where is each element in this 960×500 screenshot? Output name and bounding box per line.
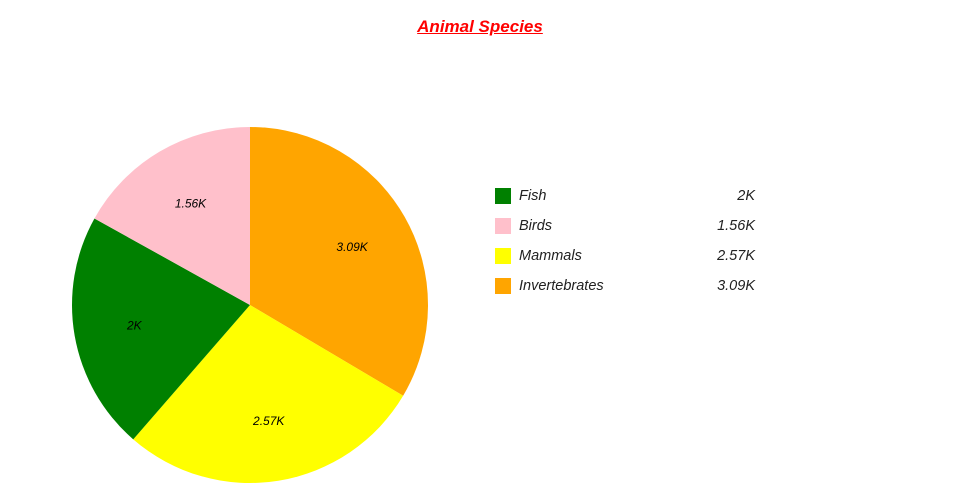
pie-slice-invertebrates[interactable] (250, 127, 429, 396)
legend-label: Invertebrates (519, 278, 604, 294)
legend-swatch-fish (495, 188, 511, 204)
legend-value: 2.57K (717, 248, 755, 264)
slice-value-label-birds: 1.56K (175, 197, 207, 211)
legend-swatch-invertebrates (495, 278, 511, 294)
legend-item-invertebrates[interactable]: Invertebrates 3.09K (495, 271, 755, 301)
pie-slice-fish[interactable] (72, 218, 250, 440)
legend-label: Mammals (519, 248, 582, 264)
slice-value-label-mammals: 2.57K (252, 414, 285, 428)
pie-slice-birds[interactable] (94, 126, 250, 305)
legend-label: Birds (519, 218, 553, 234)
slice-value-label-invertebrates: 3.09K (336, 240, 368, 254)
chart-legend: Fish 2K Birds 1.56K Mammals 2.57K Invert… (495, 181, 755, 301)
pie-slice-mammals[interactable] (133, 305, 404, 483)
legend-value: 2K (737, 188, 755, 204)
legend-value: 3.09K (717, 278, 755, 294)
slice-value-label-fish: 2K (126, 318, 143, 332)
legend-swatch-mammals (495, 248, 511, 264)
legend-item-fish[interactable]: Fish 2K (495, 181, 755, 211)
legend-label: Fish (519, 188, 547, 204)
legend-item-birds[interactable]: Birds 1.56K (495, 211, 755, 241)
legend-value: 1.56K (717, 218, 755, 234)
legend-swatch-birds (495, 218, 511, 234)
legend-item-mammals[interactable]: Mammals 2.57K (495, 241, 755, 271)
chart-title: Animal Species (417, 17, 543, 36)
